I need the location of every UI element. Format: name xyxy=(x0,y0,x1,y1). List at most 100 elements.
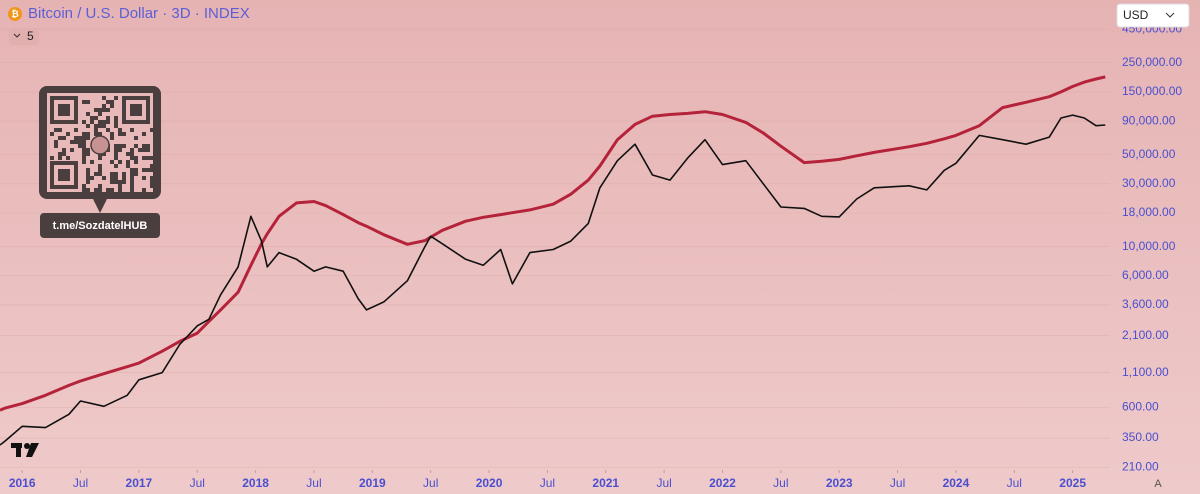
qr-module xyxy=(82,148,86,152)
qr-module xyxy=(114,176,118,180)
series-line xyxy=(0,75,1106,412)
qr-module xyxy=(98,156,102,160)
qr-module xyxy=(126,152,130,156)
x-tick-label: 2023 xyxy=(826,476,853,490)
qr-module xyxy=(130,148,134,152)
currency-select[interactable] xyxy=(1116,3,1190,28)
qr-module xyxy=(94,188,98,192)
y-tick-label: 3,600.00 xyxy=(1122,297,1169,311)
x-tick-label: 2017 xyxy=(126,476,153,490)
qr-module xyxy=(118,188,122,192)
x-tick-label: 2019 xyxy=(359,476,386,490)
qr-module xyxy=(90,120,94,124)
qr-module xyxy=(94,108,98,112)
x-tick-label: Jul xyxy=(73,476,88,490)
qr-module xyxy=(114,164,118,168)
qr-module xyxy=(94,128,98,132)
qr-module xyxy=(118,148,122,152)
qr-code xyxy=(50,96,154,192)
y-tick-label: 18,000.00 xyxy=(1122,205,1176,219)
qr-module xyxy=(106,120,110,124)
qr-module xyxy=(114,156,118,160)
qr-module xyxy=(106,128,110,132)
qr-module xyxy=(98,164,102,168)
qr-module xyxy=(142,148,146,152)
qr-module xyxy=(114,96,118,100)
qr-logo xyxy=(90,135,110,155)
qr-finder-core xyxy=(130,104,142,116)
qr-module xyxy=(86,136,90,140)
qr-module xyxy=(66,156,70,160)
qr-module xyxy=(110,172,114,176)
qr-module xyxy=(94,172,98,176)
qr-module xyxy=(150,156,154,160)
qr-module xyxy=(62,136,66,140)
qr-module xyxy=(66,132,70,136)
qr-module xyxy=(82,156,86,160)
qr-module xyxy=(86,176,90,180)
qr-module xyxy=(142,176,146,180)
y-tick-label: 50,000.00 xyxy=(1122,147,1176,161)
qr-module xyxy=(134,156,138,160)
chart-title: Bitcoin / U.S. Dollar · 3D · INDEX xyxy=(28,5,250,22)
qr-module xyxy=(146,168,150,172)
qr-module xyxy=(146,156,150,160)
coin-icon-glyph: ₿ xyxy=(11,9,18,19)
qr-module xyxy=(130,152,134,156)
x-tick-label: 2021 xyxy=(592,476,619,490)
qr-module xyxy=(110,132,114,136)
qr-module xyxy=(86,188,90,192)
qr-finder-core xyxy=(58,169,70,181)
series-line xyxy=(0,114,1106,446)
qr-module xyxy=(98,112,102,116)
qr-module xyxy=(102,124,106,128)
qr-module xyxy=(98,132,102,136)
logo-part xyxy=(16,443,21,457)
qr-module xyxy=(122,172,126,176)
qr-module xyxy=(54,140,58,144)
x-tick-label: Jul xyxy=(423,476,438,490)
qr-module xyxy=(86,132,90,136)
qr-module xyxy=(134,172,138,176)
x-tick-label: Jul xyxy=(306,476,321,490)
y-tick-label: 150,000.00 xyxy=(1122,84,1182,98)
chevron xyxy=(13,33,21,38)
qr-module xyxy=(94,116,98,120)
qr-module xyxy=(98,172,102,176)
qr-module xyxy=(82,188,86,192)
qr-module xyxy=(58,136,62,140)
qr-module xyxy=(130,172,134,176)
qr-module xyxy=(122,176,126,180)
interval-button[interactable] xyxy=(9,28,39,45)
qr-module xyxy=(62,148,66,152)
x-tick-label: 2024 xyxy=(943,476,970,490)
qr-module xyxy=(106,116,110,120)
qr-label: t.me/SozdatelHUB xyxy=(53,220,148,232)
qr-module xyxy=(74,128,78,132)
qr-module xyxy=(114,116,118,120)
qr-module xyxy=(86,148,90,152)
qr-module xyxy=(86,152,90,156)
y-tick-label: 600.00 xyxy=(1122,399,1159,413)
qr-module xyxy=(146,144,150,148)
y-tick-label: 250,000.00 xyxy=(1122,55,1182,69)
qr-module xyxy=(114,144,118,148)
qr-module xyxy=(82,100,86,104)
qr-module xyxy=(114,152,118,156)
x-tick-label: 2025 xyxy=(1059,476,1086,490)
qr-module xyxy=(98,168,102,172)
scale-button[interactable]: A xyxy=(1154,478,1162,490)
coin-icon xyxy=(8,7,22,21)
qr-pointer xyxy=(93,199,107,213)
qr-module xyxy=(58,156,62,160)
qr-module xyxy=(134,136,138,140)
qr-module xyxy=(90,116,94,120)
qr-module xyxy=(106,188,110,192)
qr-module xyxy=(98,120,102,124)
qr-label-box xyxy=(40,213,160,238)
y-tick-label: 2,100.00 xyxy=(1122,328,1169,342)
qr-module xyxy=(130,168,134,172)
x-tick-label: 2016 xyxy=(9,476,36,490)
qr-module xyxy=(134,160,138,164)
